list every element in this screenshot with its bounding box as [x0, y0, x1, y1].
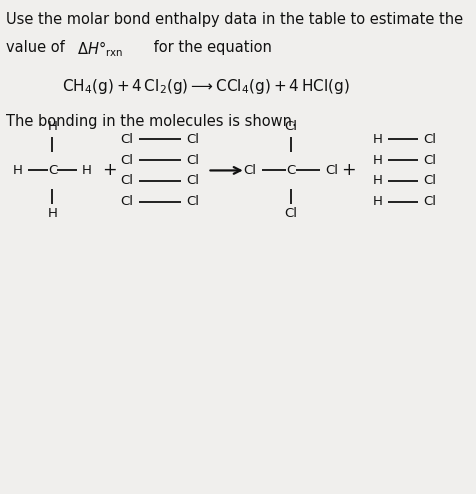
Text: H: H	[372, 195, 382, 208]
Text: Cl: Cl	[186, 133, 198, 146]
Text: +: +	[340, 162, 355, 179]
Text: Cl: Cl	[186, 154, 198, 166]
Text: Cl: Cl	[284, 207, 297, 220]
Text: H: H	[48, 207, 57, 220]
Text: Cl: Cl	[243, 164, 256, 177]
Text: +: +	[102, 162, 117, 179]
Text: Cl: Cl	[284, 121, 297, 133]
Text: Cl: Cl	[422, 133, 435, 146]
Text: The bonding in the molecules is shown.: The bonding in the molecules is shown.	[6, 114, 296, 128]
Text: for the equation: for the equation	[149, 40, 271, 54]
Text: H: H	[372, 133, 382, 146]
Text: Cl: Cl	[186, 174, 198, 187]
Text: Cl: Cl	[120, 133, 133, 146]
Text: Cl: Cl	[422, 174, 435, 187]
Text: H: H	[372, 174, 382, 187]
Text: Cl: Cl	[186, 195, 198, 208]
Text: H: H	[82, 164, 92, 177]
Text: Cl: Cl	[422, 195, 435, 208]
Text: C: C	[48, 164, 57, 177]
Text: H: H	[13, 164, 23, 177]
Text: Cl: Cl	[325, 164, 337, 177]
Text: value of: value of	[6, 40, 69, 54]
Text: C: C	[286, 164, 295, 177]
Text: Use the molar bond enthalpy data in the table to estimate the: Use the molar bond enthalpy data in the …	[6, 12, 462, 27]
Text: Cl: Cl	[422, 154, 435, 166]
Text: $\mathrm{CH_4(g) + 4\,Cl_2(g) \longrightarrow CCl_4(g) + 4\,HCl(g)}$: $\mathrm{CH_4(g) + 4\,Cl_2(g) \longright…	[62, 77, 349, 95]
Text: H: H	[48, 121, 57, 133]
Text: H: H	[372, 154, 382, 166]
Text: Cl: Cl	[120, 154, 133, 166]
Text: $\Delta H°_{\rm rxn}$: $\Delta H°_{\rm rxn}$	[77, 40, 123, 59]
Text: Cl: Cl	[120, 174, 133, 187]
Text: Cl: Cl	[120, 195, 133, 208]
